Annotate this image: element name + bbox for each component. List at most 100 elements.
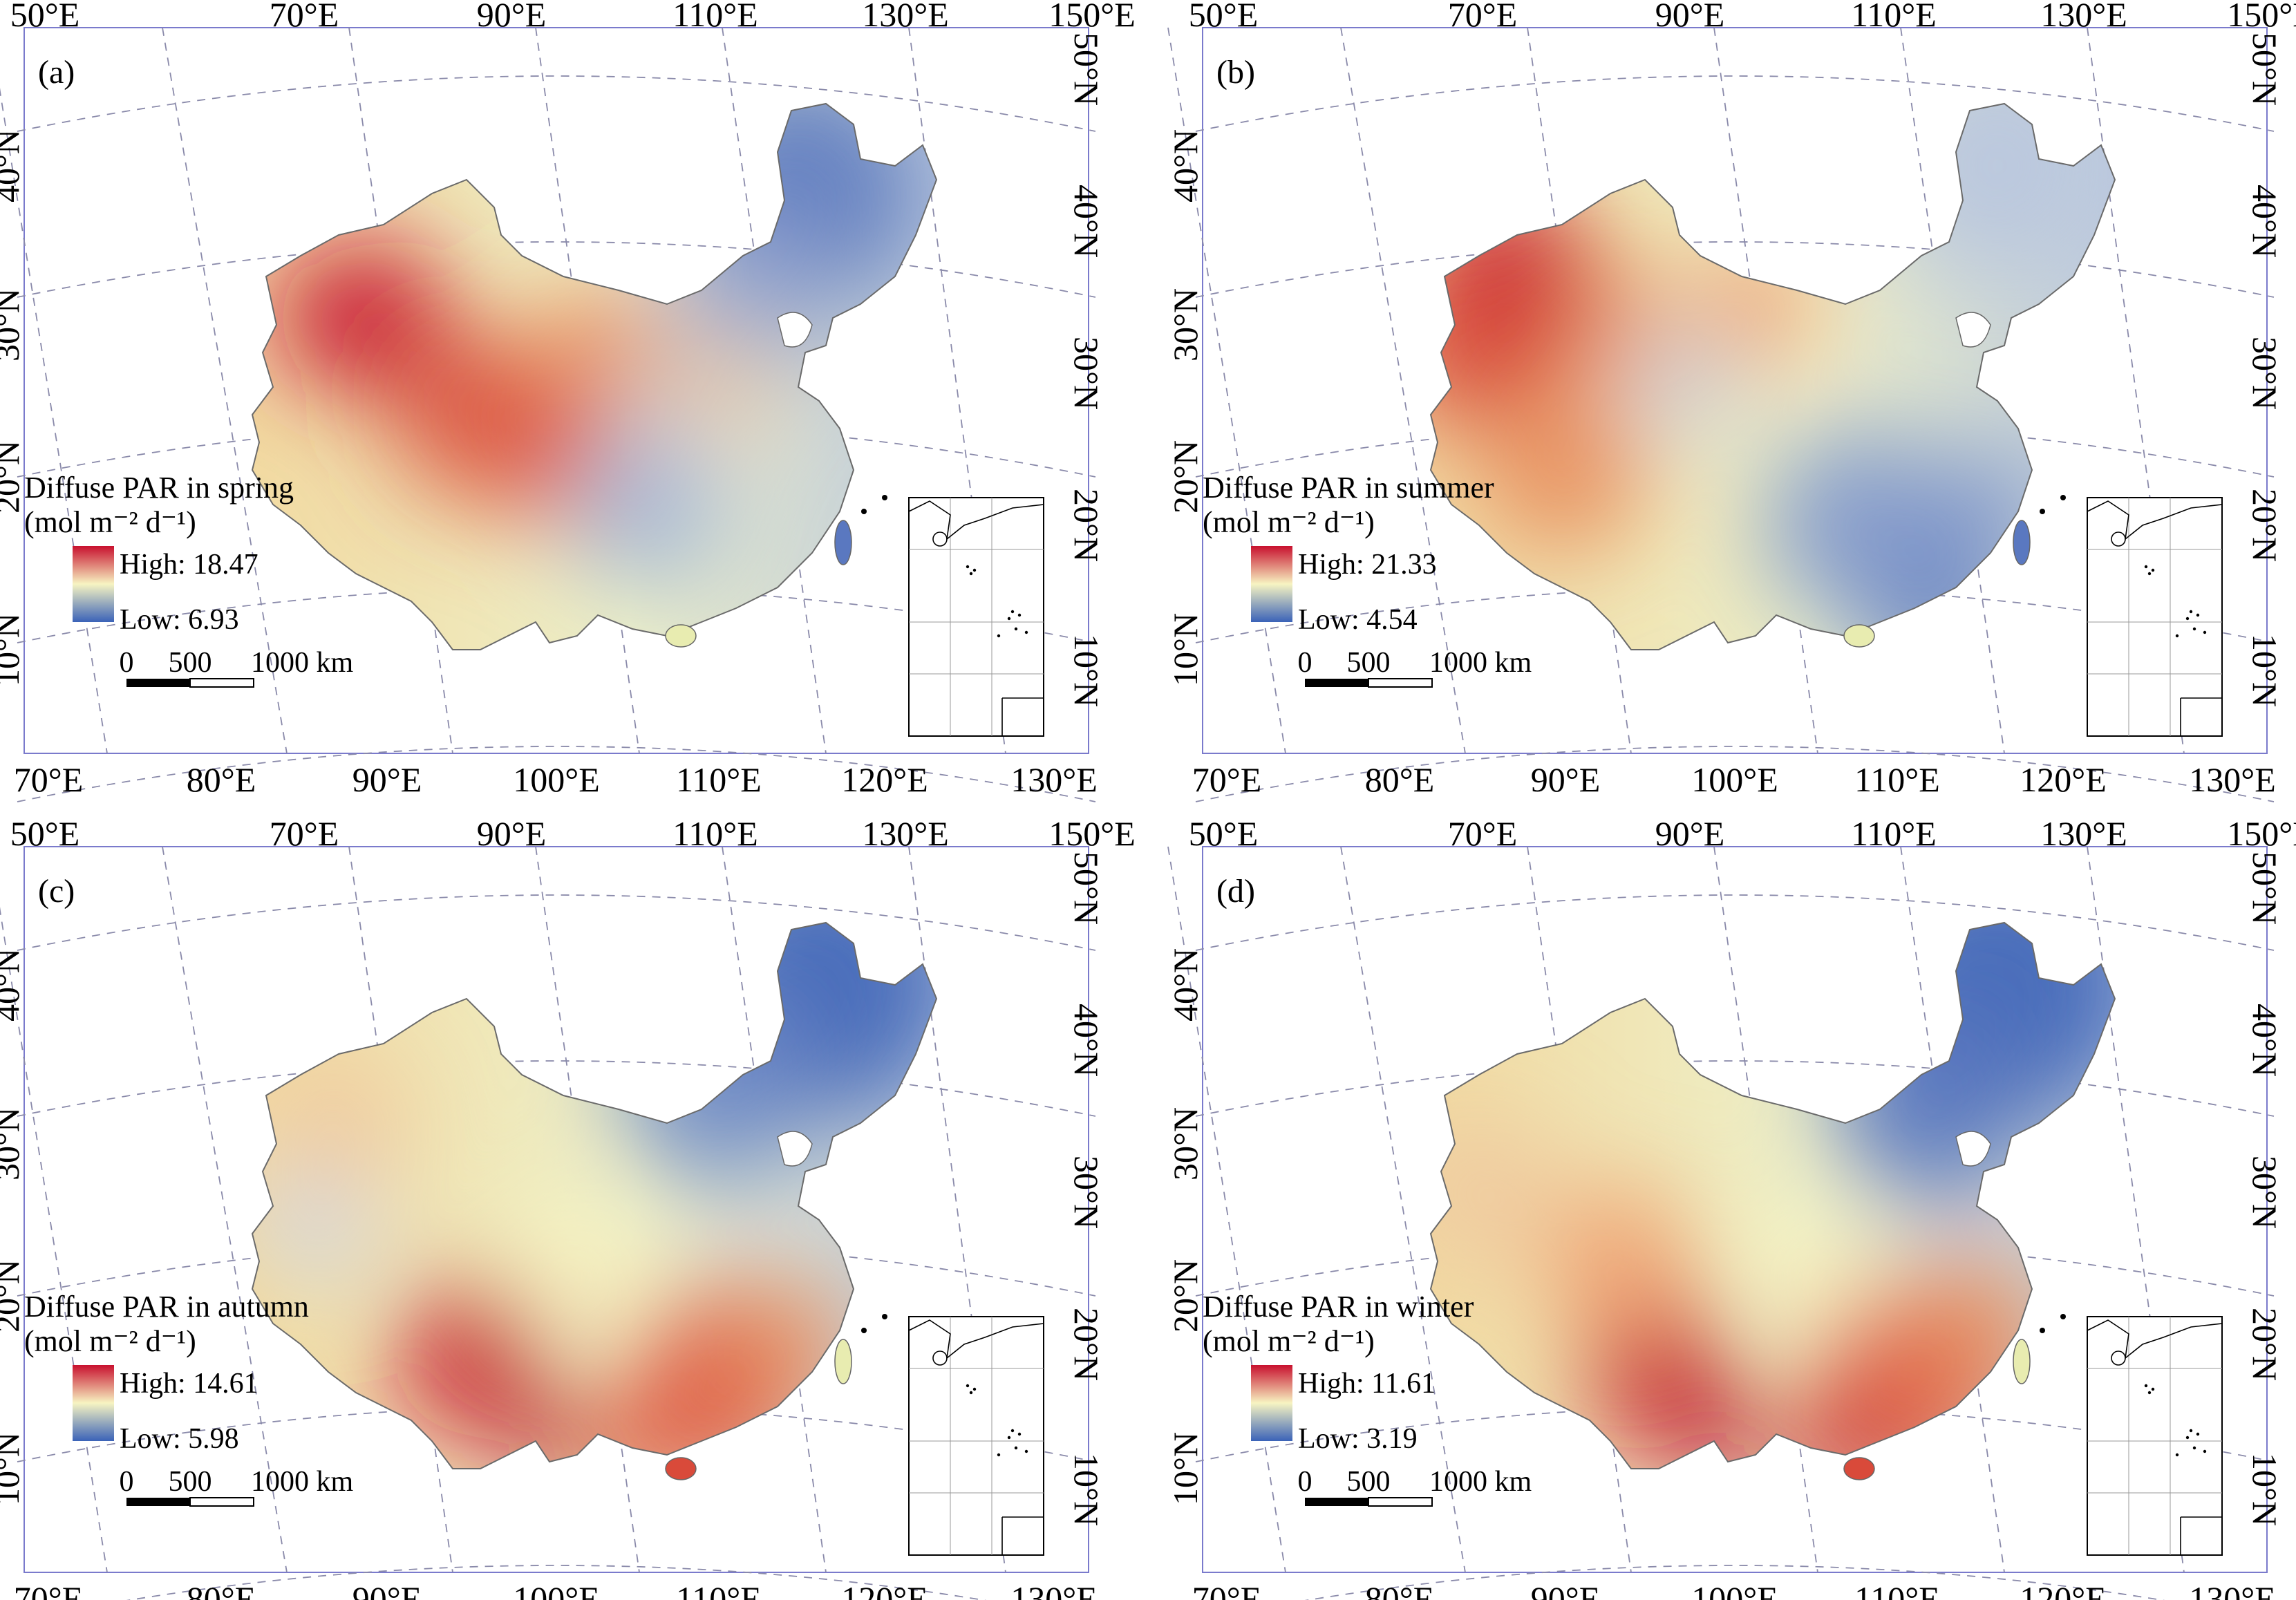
bottom-lon-label: 130°E xyxy=(1010,760,1098,799)
top-lon-label: 150°E xyxy=(2227,814,2296,853)
top-lon-label: 70°E xyxy=(270,0,339,34)
right-lat-label: 30°N xyxy=(2246,337,2284,410)
bottom-lon-label: 80°E xyxy=(1365,760,1435,799)
scale-label-0: 0 xyxy=(1298,647,1312,679)
bottom-lon-label: 110°E xyxy=(1854,1579,1940,1600)
top-lon-label: 90°E xyxy=(1655,814,1725,853)
bottom-lon-label: 120°E xyxy=(2020,760,2107,799)
left-lat-label: 40°N xyxy=(1166,129,1205,203)
scale-label-500: 500 xyxy=(1347,1466,1391,1498)
bottom-lon-label: 70°E xyxy=(1192,1579,1262,1600)
top-lon-label: 50°E xyxy=(10,814,80,853)
bohai-sea xyxy=(1955,1131,1991,1167)
legend-low: Low: 3.19 xyxy=(1298,1423,1418,1455)
scale-label-0: 0 xyxy=(120,1466,134,1498)
island-dot xyxy=(882,1314,887,1319)
meridian-line xyxy=(1167,27,1286,754)
right-lat-label: 10°N xyxy=(2246,1453,2284,1526)
hainan-island xyxy=(1843,1457,1875,1480)
scale-bar: 0 500 1000 km xyxy=(1298,1466,1532,1507)
china-border xyxy=(1429,102,2116,650)
left-lat-label: 40°N xyxy=(0,129,26,203)
bottom-lon-label: 110°E xyxy=(676,1579,762,1600)
scale-label-500: 500 xyxy=(169,1466,212,1498)
bottom-lon-label: 100°E xyxy=(513,760,600,799)
island-dot xyxy=(2060,495,2066,500)
right-lat-label: 40°N xyxy=(1067,185,1106,258)
bottom-lon-label: 120°E xyxy=(841,1579,928,1600)
top-lon-label: 90°E xyxy=(477,0,547,34)
right-lat-label: 50°N xyxy=(2246,851,2284,925)
bohai-sea xyxy=(777,312,813,348)
right-lat-label: 40°N xyxy=(1067,1004,1106,1077)
hainan-island xyxy=(665,1457,697,1480)
bottom-lon-label: 130°E xyxy=(2189,1579,2276,1600)
legend-title: Diffuse PAR in summer xyxy=(1203,471,1494,505)
island-dot xyxy=(2040,1328,2045,1333)
top-lon-label: 130°E xyxy=(2040,814,2127,853)
bottom-lon-label: 120°E xyxy=(2020,1579,2107,1600)
legend-title: Diffuse PAR in spring xyxy=(24,471,294,505)
scale-label-1000: 1000 km xyxy=(1429,1466,1532,1498)
bottom-lon-label: 100°E xyxy=(1691,760,1778,799)
legend-low: Low: 4.54 xyxy=(1298,604,1418,636)
top-lon-label: 110°E xyxy=(672,0,758,34)
bottom-lon-label: 70°E xyxy=(1192,760,1262,799)
scale-label-0: 0 xyxy=(120,647,134,679)
bottom-lon-label: 130°E xyxy=(2189,760,2276,799)
right-lat-label: 50°N xyxy=(1067,851,1106,925)
panel-c: (c) Diffuse PAR in autumn(mol m⁻² d⁻¹) Hig… xyxy=(0,814,1136,1600)
panel-a: (a) Diffuse PAR in spring(mol m⁻² d⁻¹) Hig… xyxy=(0,0,1136,802)
bottom-lon-label: 90°E xyxy=(352,760,422,799)
scale-label-500: 500 xyxy=(1347,647,1391,679)
bottom-lon-label: 100°E xyxy=(513,1579,600,1600)
china-border xyxy=(1429,921,2116,1469)
bohai-sea xyxy=(1955,312,1991,348)
right-lat-label: 20°N xyxy=(2246,1308,2284,1381)
panel-label: (a) xyxy=(38,54,75,91)
legend-low: Low: 5.98 xyxy=(120,1423,239,1455)
legend-colorbar xyxy=(1251,546,1292,622)
axis-labels: 50°E 70°E 90°E 110°E 130°E 150°E 70°E 80°E 90°E 1… xyxy=(1166,0,2296,799)
right-lat-label: 10°N xyxy=(1067,634,1106,707)
left-lat-label: 10°N xyxy=(0,1432,26,1505)
south-china-sea-inset xyxy=(908,497,1044,737)
scale-label-1000: 1000 km xyxy=(251,1466,354,1498)
left-lat-label: 20°N xyxy=(1166,1259,1205,1333)
legend-title: Diffuse PAR in autumn xyxy=(24,1290,309,1324)
legend-colorbar xyxy=(73,1365,114,1441)
right-lat-label: 50°N xyxy=(2246,32,2284,106)
island-dot xyxy=(861,1328,867,1333)
right-lat-label: 20°N xyxy=(1067,489,1106,562)
axis-labels: 50°E 70°E 90°E 110°E 130°E 150°E 70°E 80°E 90°E 1… xyxy=(0,0,1136,799)
panel-label: (d) xyxy=(1216,873,1255,910)
island-dot xyxy=(2040,509,2045,514)
left-lat-label: 10°N xyxy=(0,613,26,686)
right-lat-label: 30°N xyxy=(1067,1156,1106,1229)
top-lon-label: 50°E xyxy=(1189,814,1259,853)
left-lat-label: 20°N xyxy=(0,1259,26,1333)
meridian-line xyxy=(0,907,108,1573)
bohai-sea xyxy=(777,1131,813,1167)
top-lon-label: 50°E xyxy=(1189,0,1259,34)
bottom-lon-label: 110°E xyxy=(1854,760,1940,799)
legend-unit: (mol m⁻² d⁻¹) xyxy=(24,1324,196,1358)
legend-high: High: 18.47 xyxy=(120,549,258,581)
top-lon-label: 90°E xyxy=(477,814,547,853)
panel-label: (b) xyxy=(1216,54,1255,91)
left-lat-label: 20°N xyxy=(0,440,26,514)
axis-labels: 50°E 70°E 90°E 110°E 130°E 150°E 70°E 80°E 90°E 1… xyxy=(1166,814,2296,1600)
panel-label: (c) xyxy=(38,873,75,910)
top-lon-label: 110°E xyxy=(1851,814,1937,853)
top-lon-label: 130°E xyxy=(2040,0,2127,34)
bottom-lon-label: 120°E xyxy=(841,760,928,799)
top-lon-label: 50°E xyxy=(10,0,80,34)
bottom-lon-label: 130°E xyxy=(1010,1579,1098,1600)
south-china-sea-inset xyxy=(908,1316,1044,1556)
legend: Diffuse PAR in autumn(mol m⁻² d⁻¹) High: … xyxy=(24,1290,309,1455)
hainan-island xyxy=(1843,624,1875,648)
china-border xyxy=(251,921,938,1469)
bottom-lon-label: 80°E xyxy=(187,760,256,799)
top-lon-label: 150°E xyxy=(1048,814,1136,853)
